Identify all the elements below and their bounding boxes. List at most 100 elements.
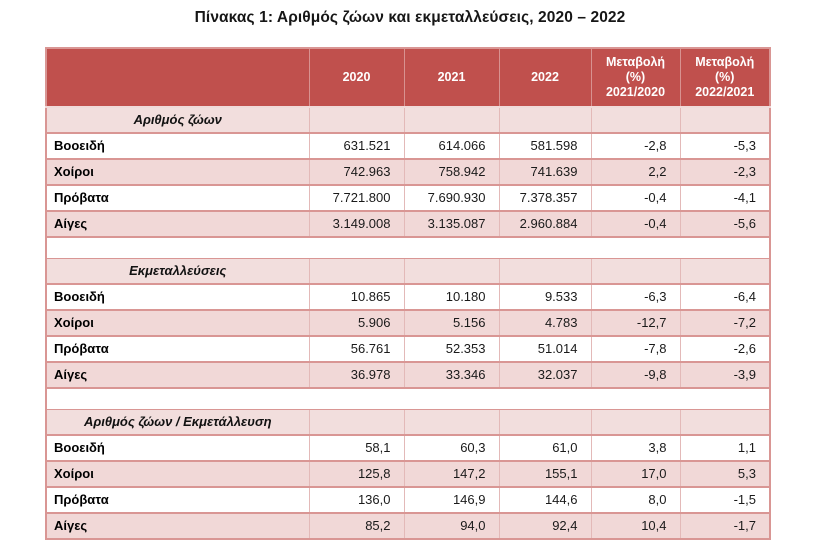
value-2020: 125,8 <box>308 461 404 488</box>
column-header-change-2021-2020: Μεταβολή (%) 2021/2020 <box>590 48 680 108</box>
table-row: Χοίροι 125,8 147,2 155,1 17,0 5,3 <box>46 461 770 488</box>
row-label: Αίγες <box>46 362 309 389</box>
table-row: Πρόβατα 56.761 52.353 51.014 -7,8 -2,6 <box>46 336 770 363</box>
change-2021-2020: 2,2 <box>590 159 680 186</box>
row-label: Πρόβατα <box>46 487 309 514</box>
section-empty-cell <box>308 409 404 436</box>
section-spacer-cell <box>46 237 770 259</box>
change-2022-2021: -7,2 <box>679 310 770 337</box>
change-2021-2020: -0,4 <box>590 185 680 212</box>
section-empty-cell <box>498 107 591 134</box>
table-row: Βοοειδή 631.521 614.066 581.598 -2,8 -5,3 <box>46 133 770 160</box>
value-2022: 32.037 <box>498 362 591 389</box>
column-header-2020: 2020 <box>308 48 404 108</box>
change-2022-2021: -2,6 <box>679 336 770 363</box>
value-2020: 85,2 <box>308 513 404 540</box>
table-container: 2020 2021 2022 Μεταβολή (%) 2021/2020 Με… <box>45 47 771 540</box>
table-header: 2020 2021 2022 Μεταβολή (%) 2021/2020 Με… <box>46 48 770 108</box>
value-2021: 3.135.087 <box>403 211 499 238</box>
value-2022: 581.598 <box>498 133 591 160</box>
column-header-2022: 2022 <box>498 48 591 108</box>
section-header-row: Αριθμός ζώων / Εκμετάλλευση <box>46 409 770 436</box>
change-2022-2021: -1,7 <box>679 513 770 540</box>
animals-holdings-table: 2020 2021 2022 Μεταβολή (%) 2021/2020 Με… <box>45 47 771 540</box>
change-2021-2020: 17,0 <box>590 461 680 488</box>
value-2020: 136,0 <box>308 487 404 514</box>
value-2021: 60,3 <box>403 435 499 462</box>
value-2020: 56.761 <box>308 336 404 363</box>
value-2022: 9.533 <box>498 284 591 311</box>
table-row: Βοοειδή 58,1 60,3 61,0 3,8 1,1 <box>46 435 770 462</box>
row-label: Βοοειδή <box>46 284 309 311</box>
change-2021-2020: -9,8 <box>590 362 680 389</box>
section-header-row: Εκμεταλλεύσεις <box>46 258 770 285</box>
change-2022-2021: -5,3 <box>679 133 770 160</box>
change-2021-2020: 8,0 <box>590 487 680 514</box>
change-2022-2021: 5,3 <box>679 461 770 488</box>
section-spacer-row <box>46 237 770 259</box>
value-2021: 147,2 <box>403 461 499 488</box>
value-2021: 5.156 <box>403 310 499 337</box>
value-2020: 3.149.008 <box>308 211 404 238</box>
column-header-2021: 2021 <box>403 48 499 108</box>
section-title: Αριθμός ζώων <box>46 107 309 134</box>
section-title: Εκμεταλλεύσεις <box>46 258 309 285</box>
section-empty-cell <box>403 107 499 134</box>
value-2022: 51.014 <box>498 336 591 363</box>
value-2020: 36.978 <box>308 362 404 389</box>
section-empty-cell <box>590 107 680 134</box>
change-2021-2020: -6,3 <box>590 284 680 311</box>
table-row: Αίγες 85,2 94,0 92,4 10,4 -1,7 <box>46 513 770 540</box>
section-empty-cell <box>590 258 680 285</box>
value-2022: 61,0 <box>498 435 591 462</box>
value-2021: 33.346 <box>403 362 499 389</box>
value-2021: 146,9 <box>403 487 499 514</box>
section-title: Αριθμός ζώων / Εκμετάλλευση <box>46 409 309 436</box>
value-2020: 631.521 <box>308 133 404 160</box>
section-empty-cell <box>590 409 680 436</box>
value-2022: 144,6 <box>498 487 591 514</box>
section-empty-cell <box>403 258 499 285</box>
change-2022-2021: 1,1 <box>679 435 770 462</box>
column-header-empty <box>46 48 309 108</box>
section-empty-cell <box>679 258 770 285</box>
change-2021-2020: -0,4 <box>590 211 680 238</box>
row-label: Χοίροι <box>46 461 309 488</box>
section-empty-cell <box>403 409 499 436</box>
change-2022-2021: -6,4 <box>679 284 770 311</box>
row-label: Βοοειδή <box>46 435 309 462</box>
value-2021: 52.353 <box>403 336 499 363</box>
value-2022: 2.960.884 <box>498 211 591 238</box>
value-2021: 10.180 <box>403 284 499 311</box>
change-2022-2021: -2,3 <box>679 159 770 186</box>
change-2021-2020: -2,8 <box>590 133 680 160</box>
page-title: Πίνακας 1: Αριθμός ζώων και εκμεταλλεύσε… <box>194 9 626 26</box>
row-label: Αίγες <box>46 513 309 540</box>
change-2022-2021: -4,1 <box>679 185 770 212</box>
row-label: Χοίροι <box>46 310 309 337</box>
value-2022: 741.639 <box>498 159 591 186</box>
row-label: Χοίροι <box>46 159 309 186</box>
value-2020: 7.721.800 <box>308 185 404 212</box>
section-empty-cell <box>679 409 770 436</box>
value-2020: 742.963 <box>308 159 404 186</box>
value-2022: 92,4 <box>498 513 591 540</box>
value-2020: 58,1 <box>308 435 404 462</box>
row-label: Βοοειδή <box>46 133 309 160</box>
change-2022-2021: -3,9 <box>679 362 770 389</box>
section-empty-cell <box>498 258 591 285</box>
section-empty-cell <box>308 107 404 134</box>
row-label: Πρόβατα <box>46 185 309 212</box>
section-header-row: Αριθμός ζώων <box>46 107 770 134</box>
header-row: 2020 2021 2022 Μεταβολή (%) 2021/2020 Με… <box>46 48 770 108</box>
value-2022: 155,1 <box>498 461 591 488</box>
value-2022: 4.783 <box>498 310 591 337</box>
change-2022-2021: -1,5 <box>679 487 770 514</box>
change-2021-2020: 3,8 <box>590 435 680 462</box>
value-2021: 758.942 <box>403 159 499 186</box>
change-2022-2021: -5,6 <box>679 211 770 238</box>
row-label: Πρόβατα <box>46 336 309 363</box>
table-row: Χοίροι 5.906 5.156 4.783 -12,7 -7,2 <box>46 310 770 337</box>
row-label: Αίγες <box>46 211 309 238</box>
